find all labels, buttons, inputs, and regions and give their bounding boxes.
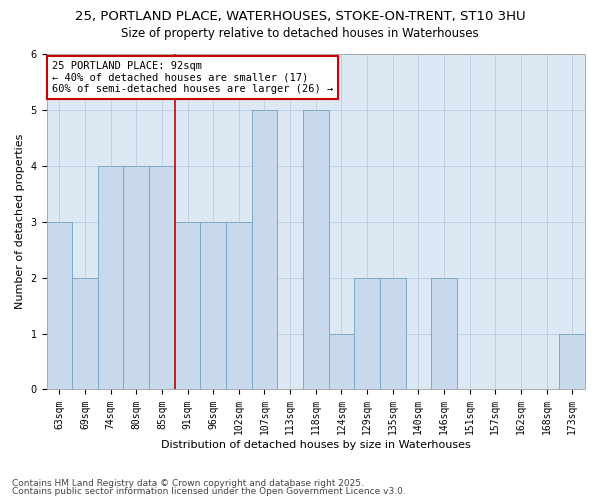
Bar	[226, 222, 251, 390]
Y-axis label: Number of detached properties: Number of detached properties	[15, 134, 25, 310]
Bar	[124, 166, 149, 390]
Text: 25, PORTLAND PLACE, WATERHOUSES, STOKE-ON-TRENT, ST10 3HU: 25, PORTLAND PLACE, WATERHOUSES, STOKE-O…	[74, 10, 526, 23]
Bar	[175, 222, 200, 390]
Text: 25 PORTLAND PLACE: 92sqm
← 40% of detached houses are smaller (17)
60% of semi-d: 25 PORTLAND PLACE: 92sqm ← 40% of detach…	[52, 60, 333, 94]
Text: Contains public sector information licensed under the Open Government Licence v3: Contains public sector information licen…	[12, 487, 406, 496]
Bar	[380, 278, 406, 390]
Bar	[200, 222, 226, 390]
X-axis label: Distribution of detached houses by size in Waterhouses: Distribution of detached houses by size …	[161, 440, 470, 450]
Text: Size of property relative to detached houses in Waterhouses: Size of property relative to detached ho…	[121, 28, 479, 40]
Text: Contains HM Land Registry data © Crown copyright and database right 2025.: Contains HM Land Registry data © Crown c…	[12, 478, 364, 488]
Bar	[431, 278, 457, 390]
Bar	[303, 110, 329, 390]
Bar	[98, 166, 124, 390]
Bar	[559, 334, 585, 390]
Bar	[251, 110, 277, 390]
Bar	[329, 334, 354, 390]
Bar	[47, 222, 72, 390]
Bar	[149, 166, 175, 390]
Bar	[72, 278, 98, 390]
Bar	[354, 278, 380, 390]
